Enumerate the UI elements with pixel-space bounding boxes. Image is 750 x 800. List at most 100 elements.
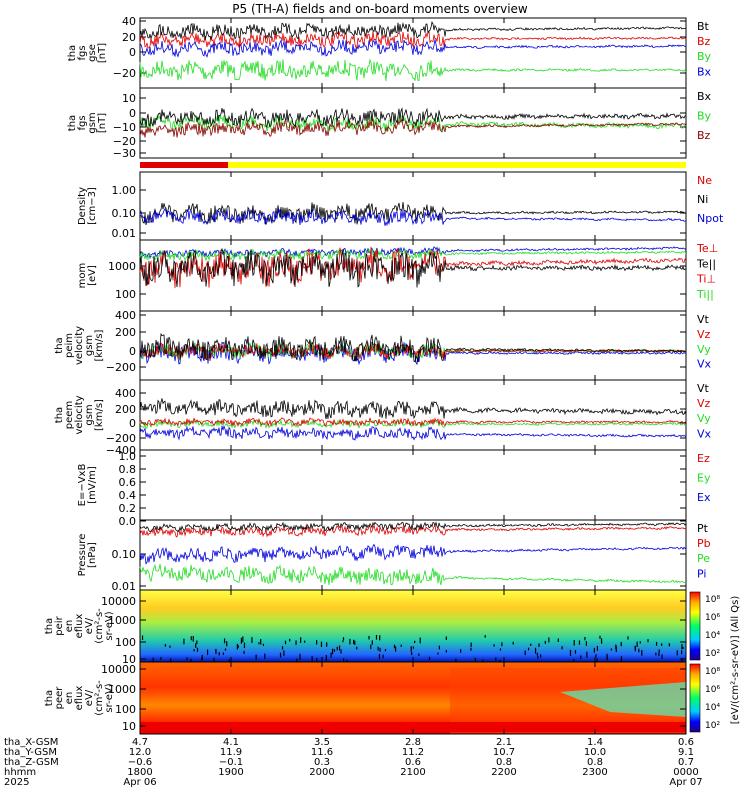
spectrogram-speckle — [213, 657, 215, 664]
spectrogram-speckle — [336, 646, 338, 651]
spectrogram-speckle — [370, 644, 372, 650]
spectrogram-speckle — [296, 658, 298, 662]
spectrogram-speckle — [190, 636, 192, 641]
y-tick-label: 10 — [122, 92, 136, 105]
spectrogram-speckle — [599, 635, 601, 639]
spectrogram-speckle — [681, 650, 683, 655]
y-tick-label: −400 — [106, 444, 136, 457]
spectrogram-speckle — [411, 651, 413, 656]
series-Bx — [139, 39, 687, 58]
y-tick-label: 0.2 — [119, 502, 137, 515]
spectrogram-speckle — [627, 636, 629, 640]
spectrogram-speckle — [228, 659, 230, 662]
footer-hhmm: 2200 — [491, 767, 516, 778]
legend-Te||: Te|| — [696, 257, 716, 270]
legend-By: By — [697, 110, 712, 123]
spectrogram-speckle — [260, 639, 262, 645]
footer-x: 3.5 — [314, 737, 330, 748]
spectrogram-speckle — [412, 646, 414, 649]
spectrogram-speckle — [573, 639, 575, 646]
y-tick-label: 0.0 — [119, 515, 137, 528]
y-axis-label: (cm²-s- — [94, 680, 105, 716]
spectrogram-speckle — [141, 635, 144, 640]
series-Pe — [139, 564, 687, 586]
series-Bz — [139, 29, 687, 49]
y-axis-label: en — [64, 692, 75, 705]
spectrogram-speckle — [470, 642, 472, 648]
spectrogram-speckle — [586, 651, 588, 658]
spectrogram-speckle — [655, 652, 657, 656]
spectrogram-speckle — [428, 656, 431, 661]
legend-Ti||: Ti|| — [696, 288, 714, 301]
spectrogram-speckle — [201, 657, 203, 661]
spectrogram-speckle — [534, 647, 537, 654]
spectrogram-speckle — [349, 638, 351, 645]
legend-Bt: Bt — [697, 20, 710, 33]
spectrogram-speckle — [375, 635, 378, 640]
series-By — [139, 58, 687, 82]
y-tick-label: 200 — [115, 326, 136, 339]
legend-Vt: Vt — [697, 382, 710, 395]
legend-Vx: Vx — [697, 427, 712, 440]
spectrogram-speckle — [343, 658, 345, 663]
spectrogram-speckle — [160, 657, 162, 661]
spectrogram-speckle — [354, 640, 356, 645]
spectrogram-speckle — [661, 643, 663, 646]
spectrogram-speckle — [193, 649, 195, 652]
spectrogram-speckle — [641, 650, 643, 656]
spectrogram-speckle — [284, 640, 287, 645]
series-Vy — [139, 418, 687, 429]
spectrogram-speckle — [251, 637, 253, 643]
footer-x: 4.1 — [223, 737, 239, 748]
y-tick-label: −20 — [113, 135, 136, 148]
y-tick-label: 40 — [122, 15, 136, 28]
spectrogram-speckle — [580, 655, 582, 659]
spectrogram-speckle — [237, 645, 239, 648]
y-tick-label: 0.01 — [112, 580, 137, 593]
y-tick-label: 0 — [129, 107, 136, 120]
spectrogram-speckle — [222, 652, 224, 655]
y-axis-label: tha — [44, 690, 55, 706]
y-axis-label: [km/s] — [94, 399, 105, 431]
footer-hhmm: 2100 — [400, 767, 425, 778]
spectrogram-speckle — [615, 644, 617, 650]
y-axis-label: eV/ — [84, 617, 95, 634]
y-tick-label: 1.00 — [112, 184, 137, 197]
series-Pi — [139, 543, 687, 565]
y-tick-label: 20 — [122, 31, 136, 44]
y-tick-label: −20 — [113, 67, 136, 80]
y-tick-label: 1000 — [108, 614, 136, 627]
spectrogram-speckle — [596, 658, 598, 664]
legend-Ti⊥: Ti⊥ — [696, 273, 716, 286]
spectrogram-speckle — [540, 654, 542, 658]
legend-Bz: Bz — [697, 35, 711, 48]
spectrogram-speckle — [639, 641, 641, 644]
spectrogram-speckle — [326, 642, 328, 647]
y-axis-label: gsm — [87, 112, 98, 133]
y-axis-label: mom — [77, 263, 88, 289]
footer-y: 9.1 — [678, 747, 694, 758]
spectrogram-speckle — [352, 639, 355, 645]
spectrogram-speckle — [578, 640, 581, 645]
y-axis-label: [eV] — [87, 265, 98, 286]
series-Vt — [139, 398, 687, 420]
spectrogram-speckle — [196, 640, 198, 645]
spectrogram-speckle — [164, 644, 167, 647]
spectrogram-speckle — [561, 646, 563, 650]
figure-title: P5 (TH-A) fields and on-board moments ov… — [232, 2, 528, 16]
footer-z: 0.6 — [405, 757, 421, 768]
footer-z: −0.6 — [128, 757, 152, 768]
spectrogram-peir — [140, 590, 686, 662]
spectrogram-speckle — [681, 658, 683, 663]
y-tick-label: 100 — [115, 636, 136, 649]
y-axis-label: peer — [54, 686, 65, 710]
y-axis-label: peim — [64, 333, 75, 358]
spectrogram-speckle — [574, 650, 577, 654]
spectrogram-speckle — [223, 638, 226, 644]
spectrogram-speckle — [325, 655, 327, 661]
spectrogram-speckle — [445, 649, 447, 653]
spectrogram-speckle — [445, 636, 447, 640]
spectrogram-speckle — [410, 646, 412, 652]
spectrogram-speckle — [264, 653, 266, 659]
series-Bt — [139, 20, 687, 41]
